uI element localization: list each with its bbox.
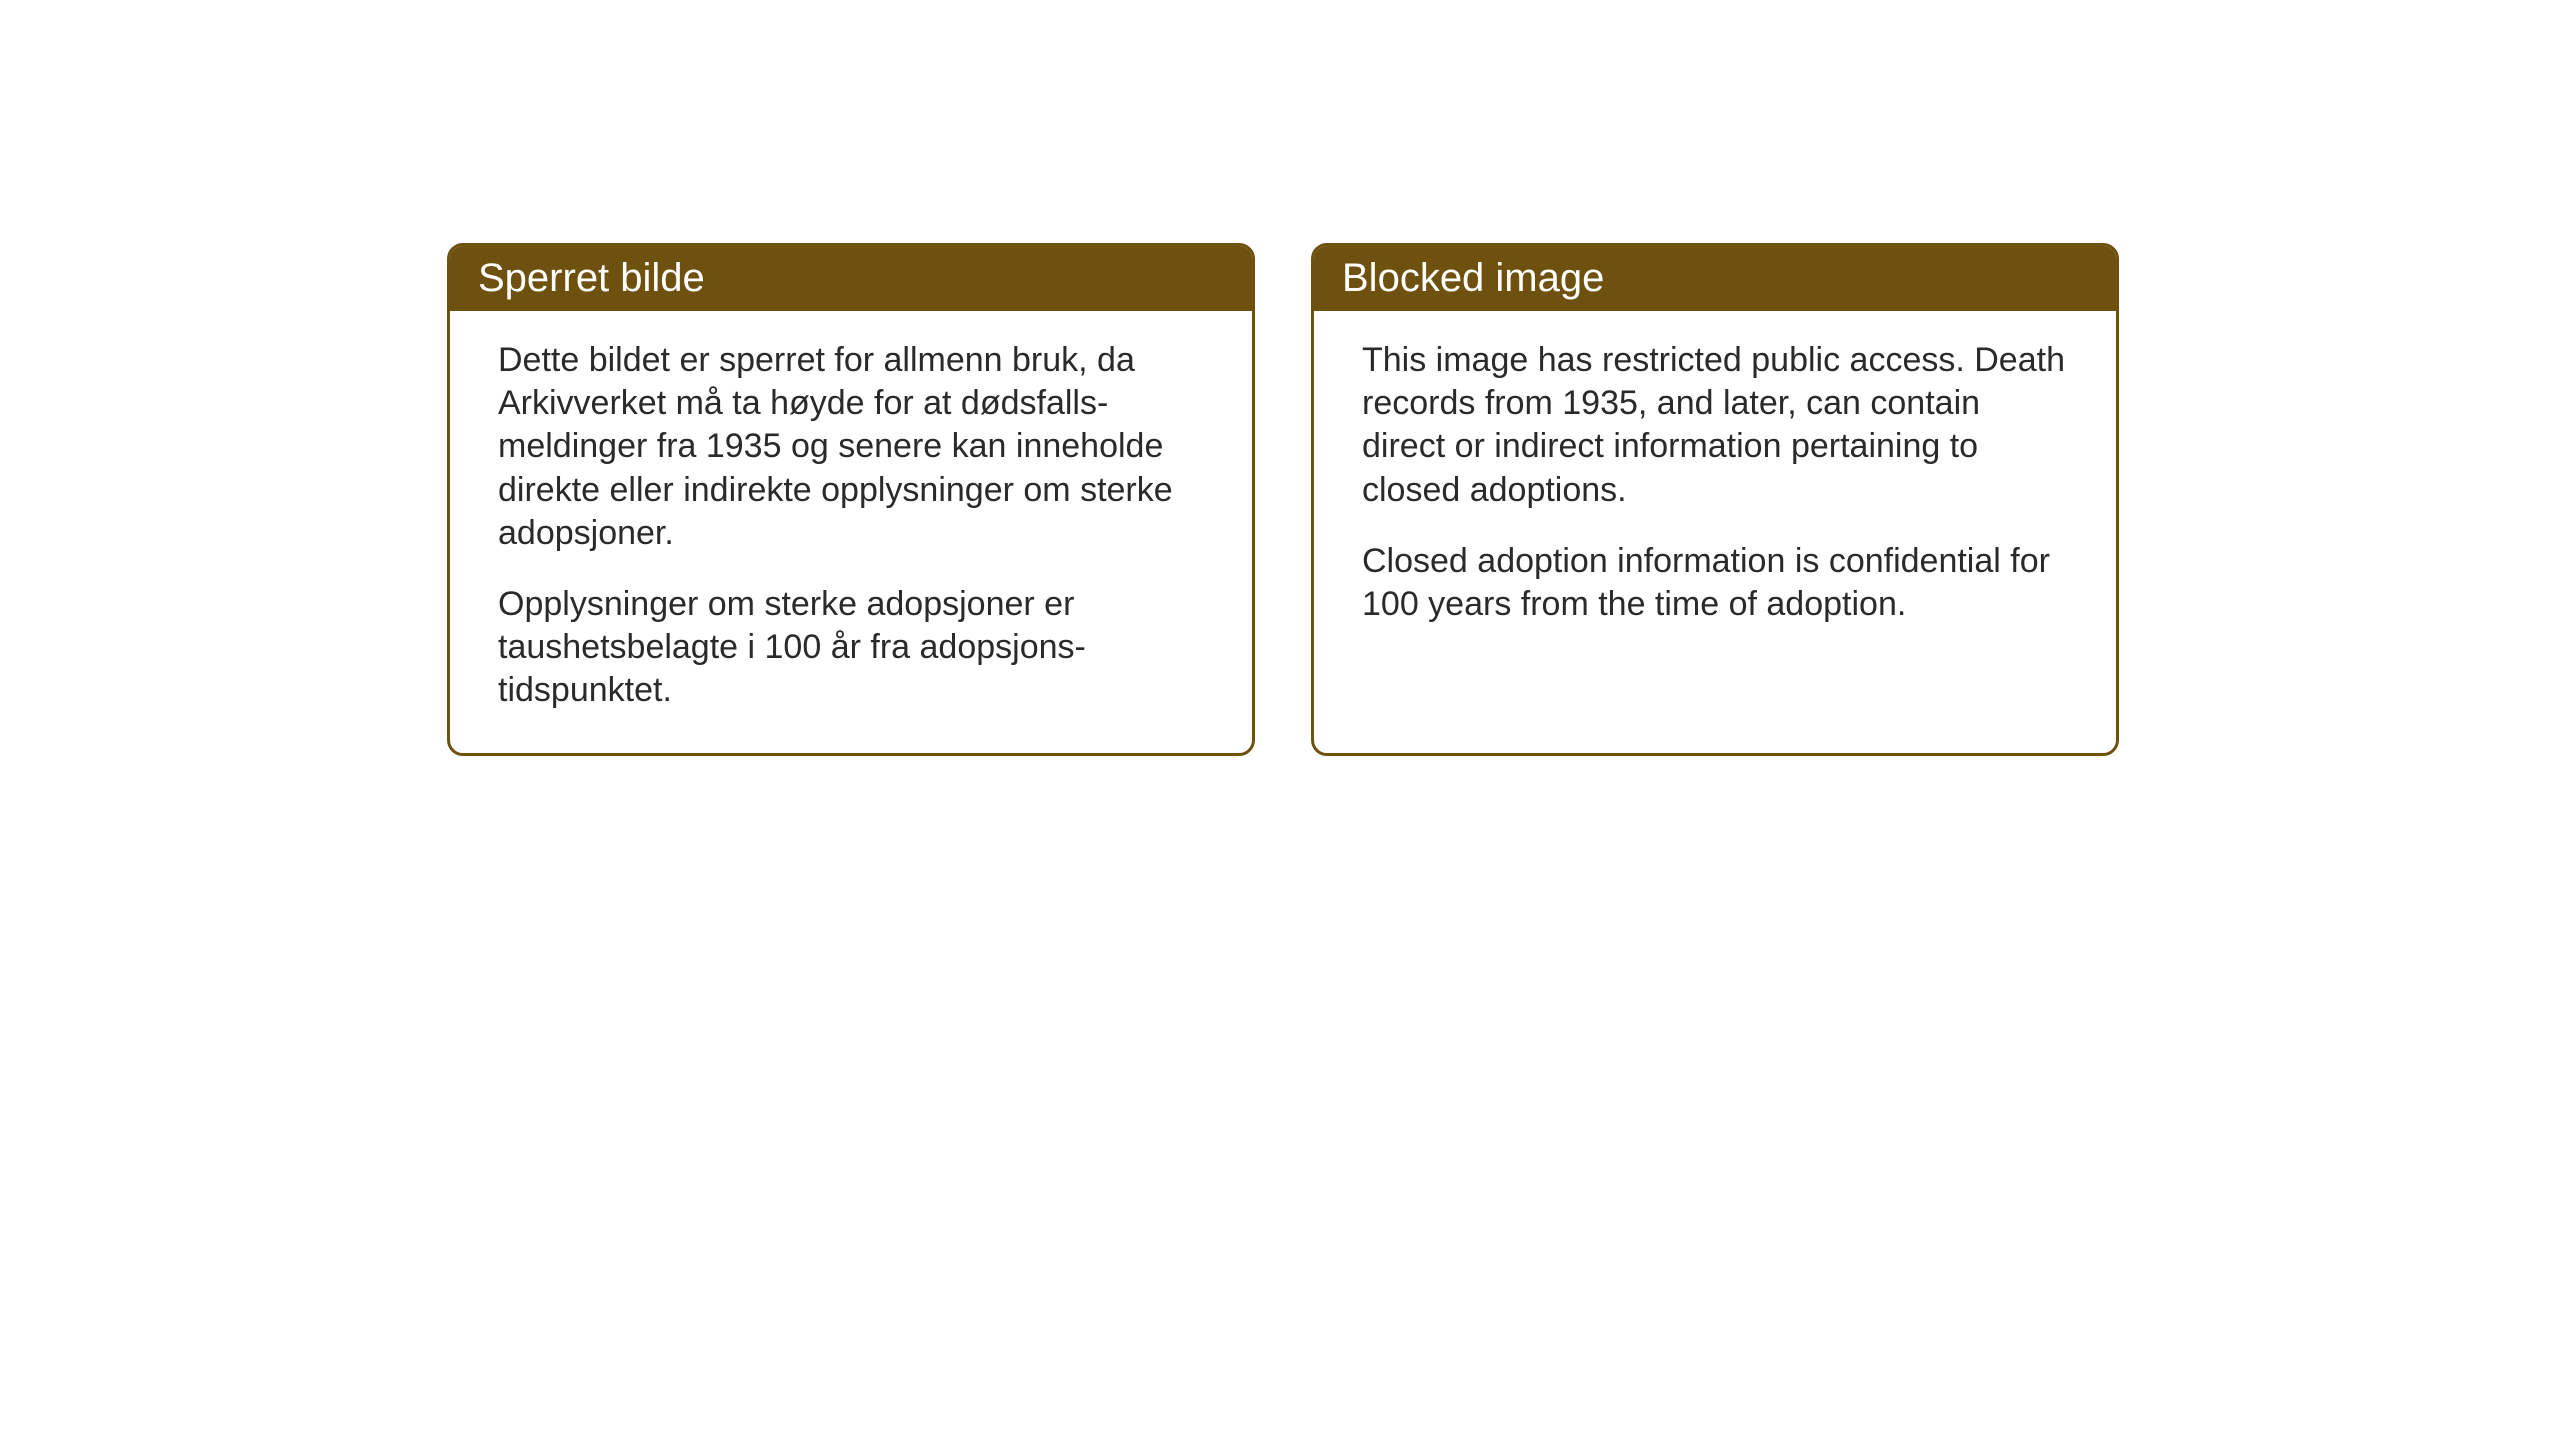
- card-body-english: This image has restricted public access.…: [1314, 311, 2116, 666]
- card-header-english: Blocked image: [1314, 246, 2116, 311]
- notice-card-english: Blocked image This image has restricted …: [1311, 243, 2119, 756]
- notice-card-norwegian: Sperret bilde Dette bildet er sperret fo…: [447, 243, 1255, 756]
- notice-cards-container: Sperret bilde Dette bildet er sperret fo…: [447, 243, 2119, 756]
- card-title-norwegian: Sperret bilde: [478, 256, 705, 300]
- card-paragraph-1-english: This image has restricted public access.…: [1362, 339, 2068, 512]
- card-paragraph-2-english: Closed adoption information is confident…: [1362, 540, 2068, 626]
- card-header-norwegian: Sperret bilde: [450, 246, 1252, 311]
- card-title-english: Blocked image: [1342, 256, 1604, 300]
- card-paragraph-2-norwegian: Opplysninger om sterke adopsjoner er tau…: [498, 583, 1204, 713]
- card-body-norwegian: Dette bildet er sperret for allmenn bruk…: [450, 311, 1252, 752]
- card-paragraph-1-norwegian: Dette bildet er sperret for allmenn bruk…: [498, 339, 1204, 555]
